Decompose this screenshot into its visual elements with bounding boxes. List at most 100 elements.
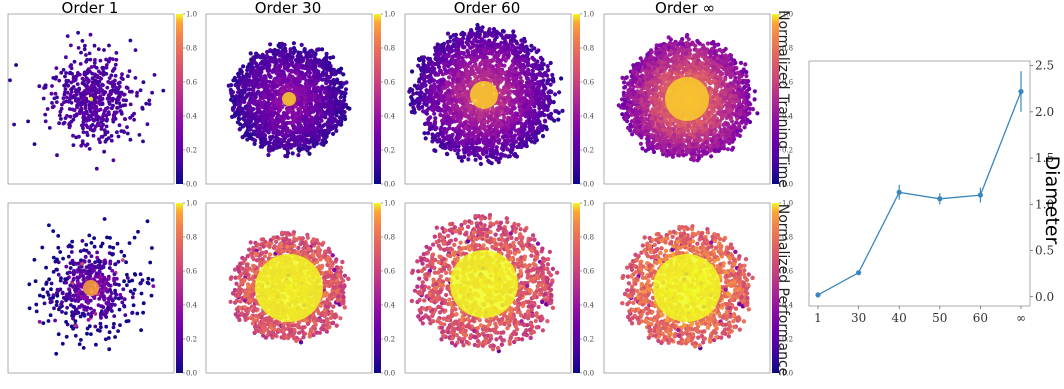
scatter-point — [435, 133, 441, 138]
scatter-point — [118, 109, 123, 113]
scatter-point — [432, 87, 437, 92]
scatter-point — [507, 71, 512, 76]
scatter-point — [510, 138, 515, 143]
scatter-point — [442, 135, 447, 140]
scatter-point — [450, 132, 455, 137]
scatter-point — [508, 101, 513, 106]
scatter-point — [517, 97, 523, 102]
scatter-point — [255, 119, 260, 124]
scatter-point — [244, 106, 249, 111]
scatter-point — [111, 158, 116, 163]
scatter-point — [507, 46, 512, 51]
scatter-point — [517, 101, 522, 107]
scatter-point — [457, 51, 462, 57]
scatter-point — [79, 94, 83, 98]
scatter-point — [90, 123, 95, 127]
scatter-point — [87, 51, 92, 56]
scatter-point — [436, 105, 441, 111]
scatter-point — [8, 78, 12, 83]
scatter-point — [267, 125, 273, 130]
scatter-point — [43, 119, 48, 124]
column-title-1: Order 1 — [62, 0, 119, 17]
scatter-point — [87, 102, 92, 107]
scatter-point — [455, 77, 460, 82]
colorbar-tick-label: 0.4 — [583, 112, 595, 120]
scatter-point — [530, 68, 535, 73]
scatter-point — [286, 68, 291, 73]
scatter-point — [324, 134, 329, 139]
scatter-point — [518, 138, 524, 143]
scatter-point — [249, 92, 254, 97]
scatter-point — [545, 64, 550, 69]
scatter-point — [297, 101, 302, 106]
scatter-point — [442, 50, 447, 55]
scatter-point — [518, 75, 523, 80]
scatter-point — [243, 76, 248, 81]
scatter-point — [510, 59, 515, 64]
scatter-point — [77, 72, 82, 77]
scatter-point — [325, 74, 330, 79]
scatter-point — [43, 112, 48, 117]
scatter-point — [249, 136, 254, 141]
scatter-point — [233, 102, 239, 107]
scatter-point — [65, 90, 70, 95]
scatter-point — [126, 74, 130, 79]
scatter-point — [59, 70, 64, 75]
scatter-point — [90, 83, 95, 87]
scatter-point — [530, 63, 535, 68]
scatter-point — [271, 130, 276, 135]
scatter-point — [450, 48, 455, 53]
scatter-point — [438, 82, 443, 87]
scatter-point — [483, 128, 488, 133]
scatter-point — [260, 112, 265, 117]
scatter-point — [545, 104, 551, 109]
scatter-point — [502, 97, 507, 102]
scatter-point — [329, 104, 334, 109]
scatter-point — [113, 73, 118, 78]
scatter-point — [427, 90, 432, 95]
scatter-point — [460, 123, 465, 128]
scatter-point — [528, 79, 533, 84]
scatter-point — [67, 107, 72, 111]
scatter-point — [478, 137, 483, 142]
scatter-point — [90, 88, 94, 93]
scatter-point — [423, 136, 428, 141]
scatter-point — [286, 138, 292, 143]
scatter-point — [483, 132, 488, 137]
scatter-point — [93, 124, 98, 129]
scatter-point — [296, 134, 301, 139]
scatter-point — [480, 44, 485, 49]
scatter-point — [247, 62, 252, 67]
scatter-point — [335, 77, 340, 82]
scatter-point — [293, 90, 298, 95]
scatter-point — [92, 43, 97, 48]
scatter-point — [128, 116, 133, 120]
scatter-point — [418, 90, 424, 95]
scatter-point — [286, 143, 291, 148]
scatter-point — [291, 123, 296, 128]
scatter-point — [239, 68, 244, 73]
scatter-point — [74, 74, 79, 78]
scatter-point — [235, 98, 240, 103]
scatter-point — [471, 31, 476, 36]
scatter-point — [240, 81, 245, 86]
scatter-point — [280, 143, 285, 148]
scatter-point — [119, 129, 124, 134]
scatter-point — [474, 26, 479, 31]
scatter-point — [262, 62, 267, 67]
scatter-point — [150, 90, 155, 95]
scatter-point — [104, 118, 109, 123]
scatter-point — [425, 56, 431, 61]
scatter-point — [427, 116, 432, 121]
scatter-point — [71, 117, 76, 122]
scatter-point — [490, 135, 495, 140]
scatter-point — [504, 33, 509, 39]
scatter-point — [532, 104, 537, 109]
scatter-point — [417, 58, 422, 63]
scatter-point — [104, 137, 109, 142]
scatter-point — [318, 59, 323, 64]
scatter-point — [456, 144, 461, 149]
scatter-point — [274, 66, 279, 71]
scatter-point — [304, 50, 309, 55]
scatter-point — [485, 51, 490, 56]
